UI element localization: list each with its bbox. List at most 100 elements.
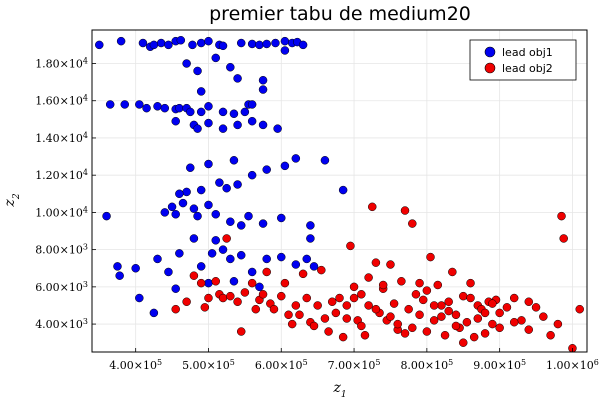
data-point [240,288,250,297]
data-point [188,40,197,50]
x-tick-label-base: 7.00×10 [328,359,376,372]
data-point [277,252,286,262]
data-point [200,303,210,312]
chart-title: premier tabu de medium20 [209,3,471,25]
y-tick-label-base: 6.00×10 [35,281,83,294]
data-point [95,40,104,50]
data-point [175,103,184,113]
data-point [349,293,359,303]
data-point [317,265,326,275]
data-point [324,327,333,336]
data-point [262,254,271,264]
data-point [171,304,180,314]
data-point [247,100,257,109]
data-point [557,211,566,221]
x-tick-label-exponent: 5 [230,358,235,367]
data-point [404,304,413,314]
data-point [196,185,206,195]
y-tick-label-exponent: 3 [83,317,88,326]
data-point [273,124,282,133]
x-tick-label-base: 5.00×10 [182,359,230,372]
data-point [186,163,195,172]
data-point [459,338,468,347]
y-tick-label-exponent: 4 [83,56,88,65]
x-tick-label: 6.00×105 [255,358,308,373]
data-point [378,280,388,290]
y-axis-label-subscript: 2 [12,193,22,200]
data-point [113,262,122,271]
y-tick-label: 8.00×103 [35,242,88,257]
data-point [451,310,461,320]
data-point [193,66,202,76]
legend-marker-lead-obj2 [484,62,496,74]
data-point [466,293,475,303]
data-point [193,124,202,133]
data-point [211,53,220,63]
data-point [226,217,235,226]
data-point [393,319,402,329]
data-point [247,267,257,277]
y-tick-label-exponent: 4 [83,93,88,102]
y-tick-label: 6.00×103 [35,279,88,294]
data-point [444,306,453,316]
data-point [448,267,457,277]
data-point [408,219,417,228]
data-point [255,40,264,50]
data-point [346,241,355,251]
data-point [342,301,352,310]
data-point [160,208,170,217]
data-point [371,304,381,314]
data-point [309,321,319,331]
x-axis-label: z1 [332,380,346,400]
data-point [389,299,399,308]
data-point [280,46,290,55]
data-point [400,329,410,338]
data-point [229,277,239,286]
data-point [575,304,584,314]
data-point [386,312,395,321]
data-point [236,327,246,336]
data-point [271,38,280,48]
data-point [280,161,290,171]
y-axis-ticks: 4.00×1036.00×1038.00×1031.00×1041.20×104… [35,56,96,331]
data-point [298,40,308,50]
data-point [517,316,526,325]
data-point [280,278,290,288]
data-point [480,308,490,318]
y-tick-label-exponent: 3 [83,279,88,288]
x-axis-label-main: z [332,380,341,396]
data-point [149,40,159,50]
data-point [153,254,162,264]
data-point [437,312,446,321]
y-tick-label: 1.80×104 [35,56,88,71]
data-point [211,210,220,219]
data-point [149,308,159,318]
y-tick-label-base: 1.80×10 [35,58,83,71]
y-tick-label-exponent: 3 [83,242,88,251]
data-point [451,321,461,331]
x-tick-label: 5.00×105 [182,358,235,373]
data-point [222,183,231,193]
data-point [287,319,297,329]
data-point [233,120,242,130]
data-point [473,314,483,323]
legend-box [469,39,577,81]
legend: lead obj1 lead obj2 [469,39,577,81]
data-point [102,211,111,221]
x-tick-label-exponent: 6 [594,358,599,367]
data-point [415,310,424,320]
data-point [204,159,213,169]
x-tick-label: 8.00×105 [400,358,453,373]
y-tick-label-base: 1.40×10 [35,132,83,145]
data-point [291,301,301,310]
data-point [335,293,344,303]
data-point [196,262,206,271]
x-axis-label-subscript: 1 [341,390,347,400]
data-point [115,271,124,280]
data-point [236,221,246,230]
data-point [495,308,504,318]
data-point [320,156,330,165]
data-point [207,249,217,258]
data-point [247,39,257,49]
data-point [204,36,213,46]
